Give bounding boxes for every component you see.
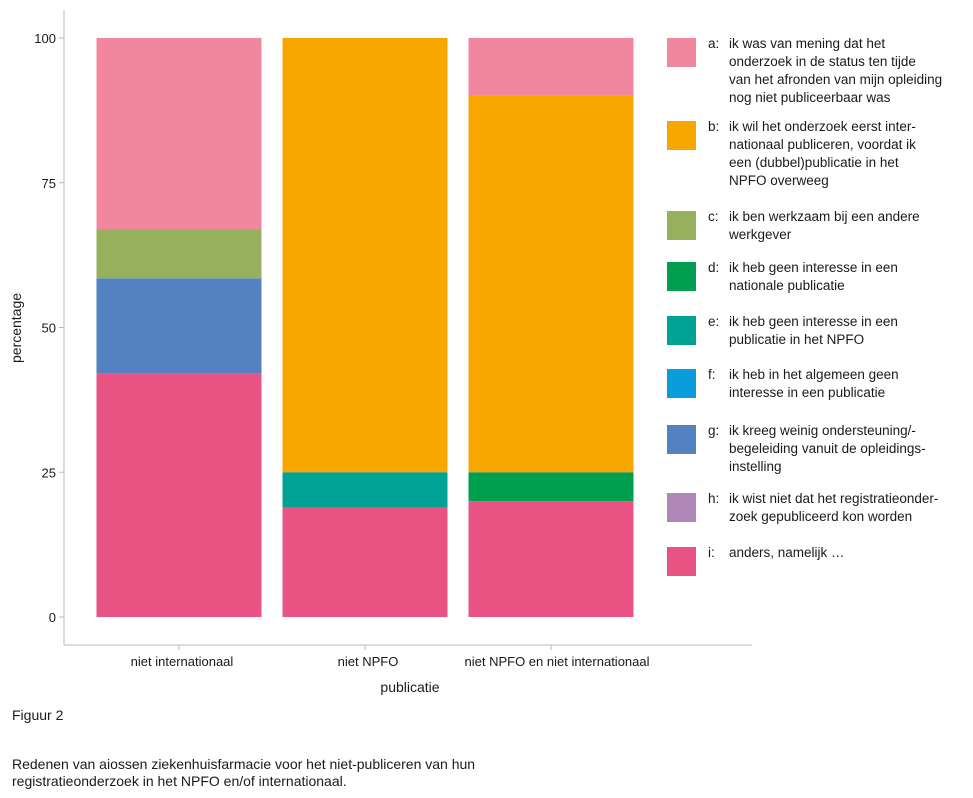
legend-swatch-f (667, 369, 696, 398)
x-tick-label-3: niet NPFO en niet internationaal (465, 654, 650, 669)
legend-letter-i: i: (708, 545, 715, 560)
legend-swatch-b (667, 121, 696, 150)
legend-label-i-line1: anders, namelijk … (729, 545, 845, 560)
y-tick-label-75: 75 (42, 176, 56, 191)
bar-segment-i-2 (282, 506, 448, 617)
stacked-bar-chart: 0 25 50 75 100 niet internationaal niet NPFO ni… (8, 10, 942, 695)
legend-letter-g: g: (708, 423, 719, 438)
bar-segment-a-1 (96, 38, 262, 230)
bar-segment-d-3 (468, 472, 634, 502)
legend: a: ik was van mening dat het onderzoek in … (667, 36, 942, 576)
legend-swatch-d (667, 262, 696, 291)
legend-label-a-line4: nog niet publiceerbaar was (729, 90, 891, 105)
legend-label-b-line1: ik wil het onderzoek eerst inter- (729, 119, 916, 134)
plot-area (96, 38, 634, 617)
legend-letter-a: a: (708, 36, 719, 51)
bar-segment-b-2 (282, 38, 448, 473)
legend-label-c-line1: ik ben werkzaam bij een andere (729, 209, 920, 224)
x-axis-title: publicatie (380, 679, 439, 695)
legend-label-g-line2: begeleiding vanuit de opleidings- (729, 441, 926, 456)
bar-segment-i-3 (468, 501, 634, 617)
legend-label-h-line2: zoek gepubliceerd kon worden (729, 509, 912, 524)
bar-segment-a-3 (468, 38, 634, 96)
legend-swatch-a (667, 38, 696, 67)
legend-label-b-line2: nationaal publiceren, voordat ik (729, 137, 916, 152)
y-tick-label-100: 100 (34, 31, 56, 46)
legend-letter-f: f: (708, 367, 716, 382)
axes: 0 25 50 75 100 niet internationaal niet NPFO ni… (8, 10, 752, 695)
legend-label-c-line2: werkgever (728, 227, 792, 242)
figure-caption: Redenen van aiossen ziekenhuisfarmacie v… (12, 756, 476, 789)
x-tick-label-1: niet internationaal (131, 654, 234, 669)
legend-label-a-line2: onderzoek in de status ten tijde (729, 54, 916, 69)
legend-label-e-line1: ik heb geen interesse in een (729, 314, 898, 329)
legend-label-d-line2: nationale publicatie (729, 278, 845, 293)
y-tick-label-50: 50 (42, 321, 56, 336)
bar-segment-b-3 (468, 95, 634, 473)
legend-label-b-line4: NPFO overweeg (729, 173, 829, 188)
bar-segment-c-1 (96, 229, 262, 279)
bar-segment-g-1 (96, 278, 262, 374)
legend-letter-b: b: (708, 119, 719, 134)
bar-segment-i-1 (96, 373, 262, 617)
legend-swatch-c (667, 211, 696, 240)
legend-label-a-line3: van het afronden van mijn opleiding (729, 72, 942, 87)
legend-swatch-i (667, 547, 696, 576)
legend-label-h-line1: ik wist niet dat het registratieonder- (729, 491, 938, 506)
y-axis-title: percentage (8, 293, 24, 363)
bar-segment-e-2 (282, 472, 448, 507)
y-tick-label-0: 0 (49, 610, 56, 625)
legend-swatch-h (667, 493, 696, 522)
legend-label-g-line3: instelling (729, 459, 782, 474)
legend-letter-e: e: (708, 314, 719, 329)
legend-label-d-line1: ik heb geen interesse in een (729, 260, 898, 275)
legend-swatch-g (667, 425, 696, 454)
x-tick-label-2: niet NPFO (338, 654, 399, 669)
legend-letter-d: d: (708, 260, 719, 275)
legend-letter-h: h: (708, 491, 719, 506)
legend-label-b-line3: een (dubbel)publicatie in het (729, 155, 899, 170)
figure-label: Figuur 2 (12, 707, 64, 723)
legend-swatch-e (667, 316, 696, 345)
legend-label-f-line2: interesse in een publicatie (729, 385, 885, 400)
legend-letter-c: c: (708, 209, 719, 224)
y-tick-label-25: 25 (42, 465, 56, 480)
legend-label-a-line1: ik was van mening dat het (729, 36, 885, 51)
legend-label-e-line2: publicatie in het NPFO (729, 332, 864, 347)
legend-label-f-line1: ik heb in het algemeen geen (729, 367, 899, 382)
legend-label-g-line1: ik kreeg weinig ondersteuning/- (729, 423, 916, 438)
